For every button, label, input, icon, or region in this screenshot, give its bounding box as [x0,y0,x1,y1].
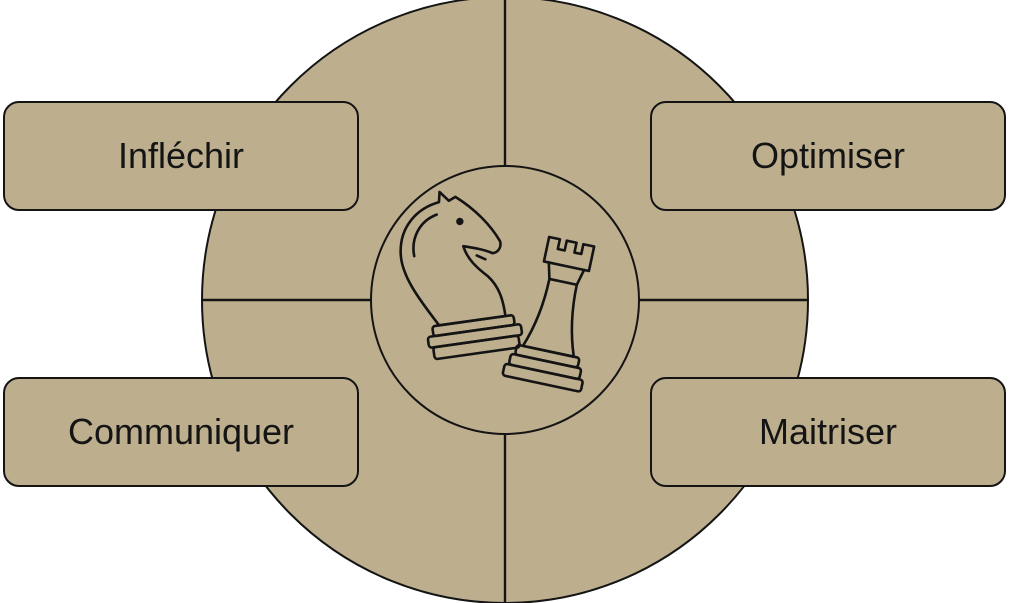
quadrant-label-optimiser: Optimiser [650,101,1006,211]
chess-rook-icon [501,235,596,393]
chess-knight-and-rook-icon [399,190,596,393]
quadrant-label-text: Optimiser [750,135,906,176]
inner-circle [370,165,640,435]
quadrant-label-text: Infléchir [117,135,245,176]
quadrant-label-communiquer: Communiquer [3,377,359,487]
quadrant-label-inflechir: Infléchir [3,101,359,211]
quadrant-label-text: Communiquer [67,411,295,452]
chess-knight-icon [399,190,524,361]
quadrant-label-maitriser: Maitriser [650,377,1006,487]
quadrant-label-text: Maitriser [758,411,897,452]
